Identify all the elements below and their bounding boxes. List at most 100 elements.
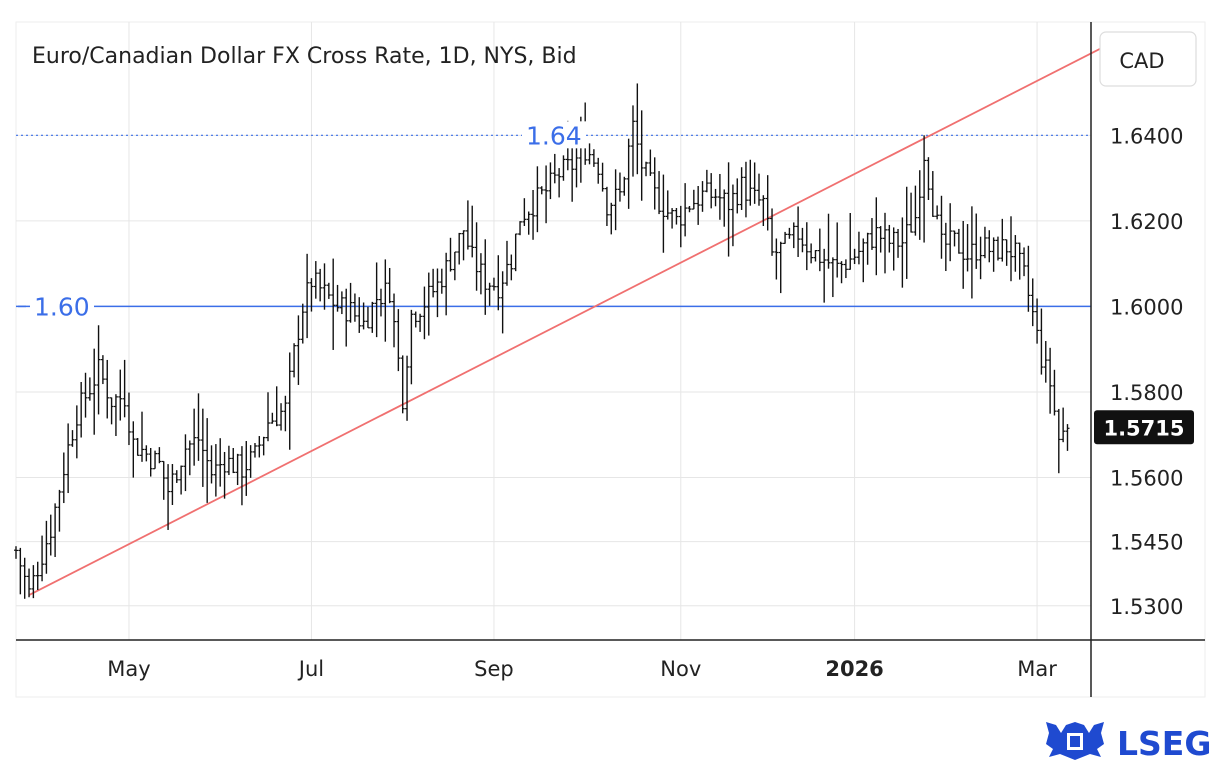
ohlc-bar <box>978 236 983 280</box>
ohlc-bar <box>622 176 627 196</box>
brand-name: LSEG <box>1117 724 1211 763</box>
currency-button[interactable] <box>1099 31 1197 87</box>
ohlc-bar <box>935 205 940 220</box>
ohlc-bar <box>335 284 340 312</box>
y-tick-label: 1.5300 <box>1110 595 1183 619</box>
trendline <box>28 46 1103 596</box>
ohlc-bar <box>122 359 127 418</box>
ohlc-bar <box>400 355 405 414</box>
ohlc-bar <box>92 348 97 435</box>
ohlc-bar <box>474 222 479 291</box>
ohlc-bar <box>426 272 431 336</box>
ohlc-bar <box>1004 239 1009 266</box>
ohlc-bar <box>939 195 944 259</box>
ohlc-bar <box>435 268 440 318</box>
ohlc-bar <box>226 445 231 476</box>
ohlc-bar <box>274 386 279 427</box>
ohlc-bar <box>726 162 731 257</box>
ohlc-bar <box>418 313 423 332</box>
ohlc-bar <box>552 153 557 184</box>
ohlc-bar <box>218 438 223 487</box>
ohlc-bar <box>161 460 166 500</box>
ohlc-bar <box>865 232 870 265</box>
ohlc-bar <box>105 359 110 419</box>
ohlc-bar <box>344 288 349 347</box>
ohlc-bar <box>591 149 596 167</box>
ohlc-bar <box>735 178 740 214</box>
ohlc-bar <box>135 437 140 456</box>
current-price-bg <box>1094 410 1194 445</box>
ohlc-bar <box>213 444 218 497</box>
ohlc-bar <box>300 303 305 344</box>
ohlc-bar <box>652 157 657 210</box>
ohlc-bar <box>743 161 748 218</box>
ohlc-bar <box>31 565 36 599</box>
ohlc-bar <box>1043 341 1048 383</box>
x-tick-label: 2026 <box>825 657 883 681</box>
ohlc-bar <box>617 172 622 202</box>
ohlc-bar <box>539 186 544 195</box>
ohlc-bar <box>561 155 566 181</box>
ohlc-bar <box>470 205 475 258</box>
ohlc-bar <box>683 183 688 237</box>
y-tick-label: 1.5600 <box>1110 466 1183 490</box>
ohlc-bar <box>292 343 297 378</box>
ohlc-bar <box>448 237 453 272</box>
ohlc-bar <box>761 195 766 226</box>
ohlc-bar <box>665 190 670 220</box>
ohlc-bar <box>491 277 496 291</box>
ohlc-bar <box>239 446 244 506</box>
ohlc-bar <box>1017 242 1022 280</box>
ohlc-bar <box>431 268 436 298</box>
x-axis-ticks: May Jul Sep Nov 2026 Mar <box>107 657 1057 681</box>
ohlc-bar <box>878 226 883 253</box>
plot-panel <box>15 21 1206 698</box>
ohlc-bar <box>930 171 935 217</box>
ohlc-bar <box>144 445 149 462</box>
ohlc-bar <box>961 220 966 289</box>
lseg-crest-icon <box>1046 722 1104 760</box>
ohlc-bar <box>982 226 987 259</box>
ohlc-bar <box>100 355 105 385</box>
ohlc-bar <box>70 430 75 447</box>
ohlc-bar <box>778 241 783 294</box>
ohlc-bar <box>296 315 301 385</box>
ohlc-bar <box>283 395 288 432</box>
ohlc-bar <box>874 197 879 276</box>
ohlc-bar <box>252 443 257 458</box>
ohlc-bar <box>66 423 71 494</box>
ohlc-bar <box>44 520 49 574</box>
reference-label-bg <box>30 292 94 320</box>
y-tick-label: 1.6400 <box>1110 124 1183 148</box>
ohlc-bar <box>922 135 927 243</box>
ohlc-bar <box>848 212 853 270</box>
ohlc-bar <box>752 162 757 204</box>
ohlc-bar <box>544 165 549 224</box>
ohlc-bar <box>518 221 523 236</box>
ohlc-bar <box>974 213 979 269</box>
ohlc-bar <box>266 392 271 442</box>
ohlc-bar <box>835 222 840 278</box>
ohlc-bar <box>244 441 249 496</box>
ohlc-bar <box>691 189 696 210</box>
ohlc-bar <box>27 568 32 598</box>
ohlc-bar <box>157 447 162 464</box>
y-tick-label: 1.6000 <box>1110 295 1183 319</box>
ohlc-bar <box>783 231 788 244</box>
ohlc-bar <box>396 309 401 372</box>
ohlc-bar <box>205 418 210 503</box>
ohlc-bar <box>153 450 158 470</box>
ohlc-bar <box>1009 216 1014 282</box>
ohlc-bar <box>496 255 501 311</box>
ohlc-bar <box>696 185 701 225</box>
ohlc-bar <box>952 230 957 247</box>
horizontal-lines <box>16 134 1091 308</box>
ohlc-bar <box>318 268 323 302</box>
ohlc-bar <box>787 227 792 239</box>
ohlc-bar <box>639 110 644 201</box>
ohlc-bar <box>261 436 266 456</box>
ohlc-bar <box>991 237 996 272</box>
ohlc-bar <box>57 489 62 532</box>
ohlc-bar <box>909 192 914 233</box>
ohlc-bar <box>196 393 201 461</box>
